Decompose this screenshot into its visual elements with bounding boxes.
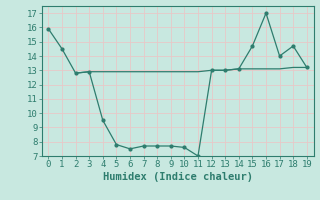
- X-axis label: Humidex (Indice chaleur): Humidex (Indice chaleur): [103, 172, 252, 182]
